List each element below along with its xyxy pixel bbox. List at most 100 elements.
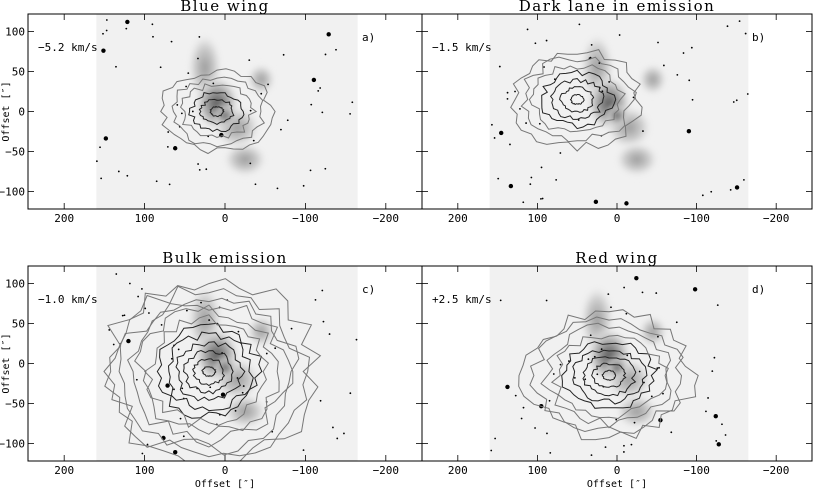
star bbox=[321, 111, 324, 114]
star bbox=[173, 388, 175, 391]
star bbox=[314, 298, 317, 301]
star bbox=[349, 112, 351, 115]
star bbox=[317, 90, 320, 92]
star bbox=[589, 334, 592, 337]
star bbox=[682, 52, 685, 54]
star bbox=[125, 27, 128, 30]
star bbox=[319, 399, 322, 402]
star bbox=[197, 57, 199, 60]
star bbox=[543, 66, 545, 68]
contour-level bbox=[529, 316, 684, 434]
star bbox=[522, 201, 525, 204]
star bbox=[491, 123, 493, 126]
x-tick-label: 200 bbox=[448, 212, 468, 225]
contour-level bbox=[175, 341, 246, 402]
star bbox=[729, 188, 732, 191]
star bbox=[135, 378, 138, 381]
star bbox=[744, 32, 747, 35]
frame-b bbox=[421, 13, 813, 210]
star bbox=[746, 93, 749, 95]
star bbox=[732, 101, 735, 103]
star bbox=[520, 417, 523, 420]
xlabel-d: Offset [″] bbox=[587, 479, 647, 490]
nebula-blob bbox=[605, 356, 629, 379]
star bbox=[125, 19, 130, 25]
star bbox=[600, 348, 603, 351]
star bbox=[716, 442, 721, 447]
star bbox=[530, 176, 533, 179]
x-tick-label: 200 bbox=[54, 212, 74, 225]
star bbox=[632, 96, 635, 99]
star bbox=[713, 356, 716, 359]
contour-level bbox=[540, 322, 672, 429]
nebula-blob bbox=[638, 315, 668, 348]
x-tick-label: −100 bbox=[683, 212, 710, 225]
star bbox=[200, 301, 202, 304]
star bbox=[326, 32, 331, 37]
star bbox=[626, 354, 629, 357]
contour-level bbox=[192, 358, 226, 387]
star bbox=[590, 43, 593, 46]
star bbox=[715, 440, 718, 442]
star bbox=[676, 73, 679, 76]
nebula-blob bbox=[213, 356, 237, 379]
star bbox=[335, 48, 337, 51]
star bbox=[282, 53, 285, 56]
star bbox=[336, 437, 339, 440]
star bbox=[208, 319, 211, 321]
star bbox=[117, 170, 120, 173]
star bbox=[584, 378, 587, 381]
panel-letter-b: b) bbox=[752, 31, 765, 44]
contour-level bbox=[143, 314, 270, 429]
star bbox=[311, 77, 317, 83]
star bbox=[658, 366, 660, 369]
y-tick-label: −100 bbox=[0, 185, 25, 198]
star bbox=[274, 347, 277, 350]
panel-title-a: Blue wing bbox=[180, 0, 270, 15]
contours-d bbox=[518, 309, 699, 441]
star bbox=[99, 146, 101, 149]
star bbox=[726, 25, 729, 28]
star bbox=[205, 168, 208, 171]
x-tick-label: −200 bbox=[763, 212, 790, 225]
contour-level bbox=[103, 285, 311, 458]
nebula-image-b bbox=[489, 14, 749, 209]
star bbox=[220, 392, 226, 397]
star bbox=[141, 452, 144, 455]
ticks-c: 200 100 0 −100 −200 100 50 0 −50 −100 bbox=[0, 266, 422, 477]
star bbox=[573, 376, 576, 379]
star bbox=[615, 418, 618, 421]
star bbox=[625, 312, 628, 315]
star bbox=[115, 273, 118, 275]
star bbox=[549, 452, 552, 454]
star bbox=[249, 162, 252, 165]
star bbox=[494, 437, 497, 440]
contour-level bbox=[549, 78, 605, 120]
star bbox=[691, 98, 694, 101]
nebula-image-d bbox=[489, 266, 749, 461]
star bbox=[351, 101, 354, 104]
star bbox=[525, 122, 527, 124]
panel-letter-c: c) bbox=[362, 283, 375, 296]
star bbox=[559, 152, 562, 154]
star bbox=[328, 333, 331, 335]
star bbox=[630, 443, 633, 446]
star bbox=[121, 314, 124, 317]
star bbox=[506, 97, 509, 100]
star bbox=[675, 321, 678, 324]
star bbox=[711, 370, 714, 373]
star bbox=[548, 399, 551, 402]
panel-a: 200 100 0 −100 −200 100 50 0 −50 −100 Blue wing −… bbox=[0, 0, 423, 225]
star bbox=[509, 143, 511, 146]
star bbox=[160, 323, 163, 326]
y-tick-label: 0 bbox=[18, 358, 25, 371]
star bbox=[655, 292, 658, 294]
star bbox=[670, 431, 673, 434]
star bbox=[545, 299, 548, 302]
star bbox=[249, 109, 252, 112]
star bbox=[662, 392, 664, 395]
star bbox=[589, 56, 592, 59]
contour-level bbox=[171, 76, 266, 148]
contour-level bbox=[104, 278, 322, 461]
star bbox=[321, 289, 324, 292]
